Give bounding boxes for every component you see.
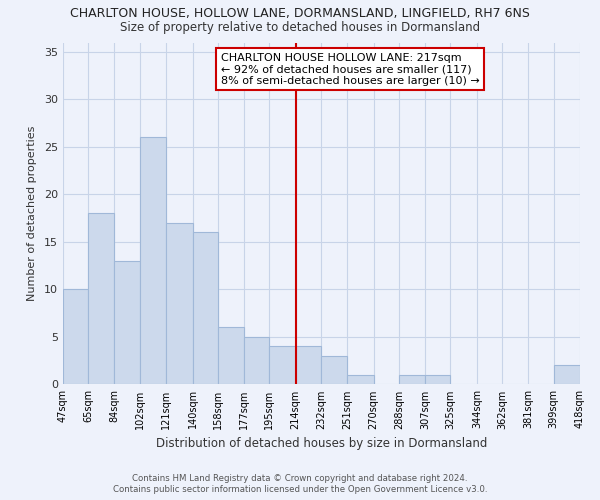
Text: CHARLTON HOUSE HOLLOW LANE: 217sqm
← 92% of detached houses are smaller (117)
8%: CHARLTON HOUSE HOLLOW LANE: 217sqm ← 92%…: [221, 53, 479, 86]
Bar: [296, 346, 321, 385]
Bar: [115, 261, 140, 384]
Bar: [269, 346, 296, 385]
Text: CHARLTON HOUSE, HOLLOW LANE, DORMANSLAND, LINGFIELD, RH7 6NS: CHARLTON HOUSE, HOLLOW LANE, DORMANSLAND…: [70, 8, 530, 20]
Bar: [425, 375, 451, 384]
Bar: [347, 375, 374, 384]
Bar: [193, 232, 218, 384]
Y-axis label: Number of detached properties: Number of detached properties: [27, 126, 37, 301]
Bar: [166, 223, 193, 384]
Bar: [321, 356, 347, 384]
X-axis label: Distribution of detached houses by size in Dormansland: Distribution of detached houses by size …: [156, 437, 487, 450]
Bar: [554, 366, 580, 384]
Bar: [63, 290, 88, 384]
Bar: [218, 328, 244, 384]
Text: Size of property relative to detached houses in Dormansland: Size of property relative to detached ho…: [120, 21, 480, 34]
Bar: [88, 214, 115, 384]
Bar: [244, 337, 269, 384]
Text: Contains HM Land Registry data © Crown copyright and database right 2024.
Contai: Contains HM Land Registry data © Crown c…: [113, 474, 487, 494]
Bar: [140, 138, 166, 384]
Bar: [399, 375, 425, 384]
